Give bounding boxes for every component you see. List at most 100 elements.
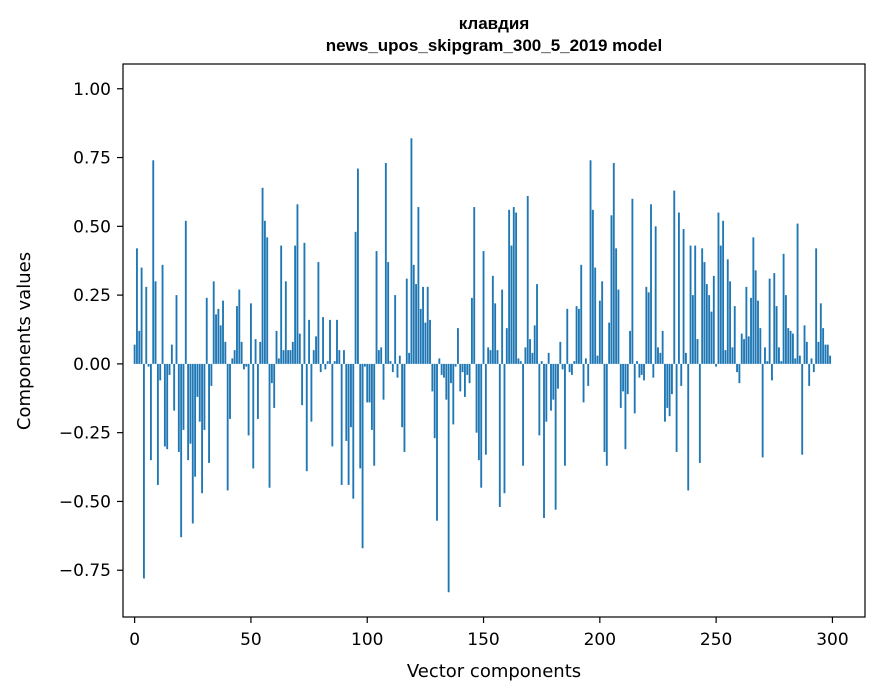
bar (652, 363, 655, 378)
y-tick-label: −0.75 (59, 561, 111, 581)
bar (212, 281, 215, 364)
bar (338, 350, 341, 364)
bar (452, 363, 455, 425)
bar (222, 300, 224, 364)
bar (138, 330, 141, 364)
bar (694, 245, 697, 364)
bar (622, 363, 625, 392)
y-tick-label: −0.50 (59, 492, 111, 512)
bar (657, 347, 659, 364)
bar (238, 289, 241, 364)
bar (422, 286, 424, 364)
bar (568, 363, 571, 373)
bar (429, 319, 431, 364)
bar (666, 363, 669, 408)
bar (194, 363, 197, 477)
bar (256, 363, 259, 419)
bar (159, 363, 162, 381)
bar (480, 363, 483, 488)
x-axis-ticks: 0 50 100 150 200 250 300 (129, 617, 849, 650)
bar (668, 363, 671, 417)
bar (545, 363, 548, 422)
bar (810, 358, 813, 364)
bar (517, 358, 520, 364)
bar (529, 339, 531, 364)
bar (733, 306, 736, 364)
bar (659, 352, 662, 364)
bar (533, 325, 536, 364)
bar (745, 286, 748, 364)
bar (210, 363, 213, 386)
bar (829, 355, 832, 364)
bar (403, 363, 406, 452)
bar (794, 358, 797, 364)
bar (789, 330, 792, 364)
bar (740, 333, 743, 364)
bar (505, 328, 508, 364)
bar (559, 341, 562, 364)
bar (787, 328, 790, 364)
bar (473, 207, 476, 364)
bar (778, 347, 780, 364)
bar (170, 344, 173, 364)
bar (382, 363, 385, 400)
bar (629, 330, 631, 364)
bar (587, 363, 590, 386)
bar (715, 363, 718, 367)
bar (445, 363, 448, 400)
bar (189, 363, 192, 444)
bar (817, 341, 820, 364)
bar (605, 363, 608, 466)
bar (282, 350, 285, 364)
bar (463, 363, 466, 397)
bar (619, 363, 622, 408)
bar (698, 363, 701, 463)
bar (826, 344, 829, 364)
bar (301, 363, 304, 406)
bar-series (133, 138, 832, 593)
bar (631, 198, 634, 364)
y-tick-label: 0.50 (73, 217, 111, 237)
bar (682, 229, 685, 364)
bar (489, 350, 492, 364)
bar (671, 363, 673, 395)
bar (684, 352, 687, 364)
bar (431, 363, 434, 392)
bar (754, 270, 757, 364)
bar (501, 289, 504, 364)
bar (677, 212, 680, 364)
bar (368, 363, 371, 403)
bar (447, 363, 450, 593)
y-tick-label: 0.75 (73, 149, 111, 169)
bar (366, 363, 369, 403)
bar (459, 363, 462, 392)
bar (317, 262, 320, 364)
bar (580, 264, 583, 364)
bar (217, 308, 220, 364)
bar (494, 303, 497, 364)
bar (508, 209, 511, 364)
bar (254, 339, 257, 364)
bar (510, 245, 513, 364)
bar (426, 286, 429, 364)
bar (357, 168, 359, 364)
bar (738, 363, 741, 384)
bar (643, 363, 645, 381)
y-axis-ticks: −0.75 −0.50 −0.25 0.00 0.25 0.50 0.75 1.00 (59, 80, 123, 581)
bar (524, 347, 527, 364)
bar (626, 363, 629, 395)
bar (196, 363, 199, 397)
bar (664, 363, 666, 422)
bar (250, 303, 252, 364)
plot-frame (122, 63, 866, 618)
bar (598, 300, 601, 364)
bar (291, 341, 294, 364)
bar (484, 363, 487, 455)
bar (440, 363, 443, 375)
bar (610, 215, 613, 364)
bar (277, 358, 280, 364)
bar (596, 355, 599, 364)
bar (412, 264, 415, 364)
bar (515, 212, 518, 364)
